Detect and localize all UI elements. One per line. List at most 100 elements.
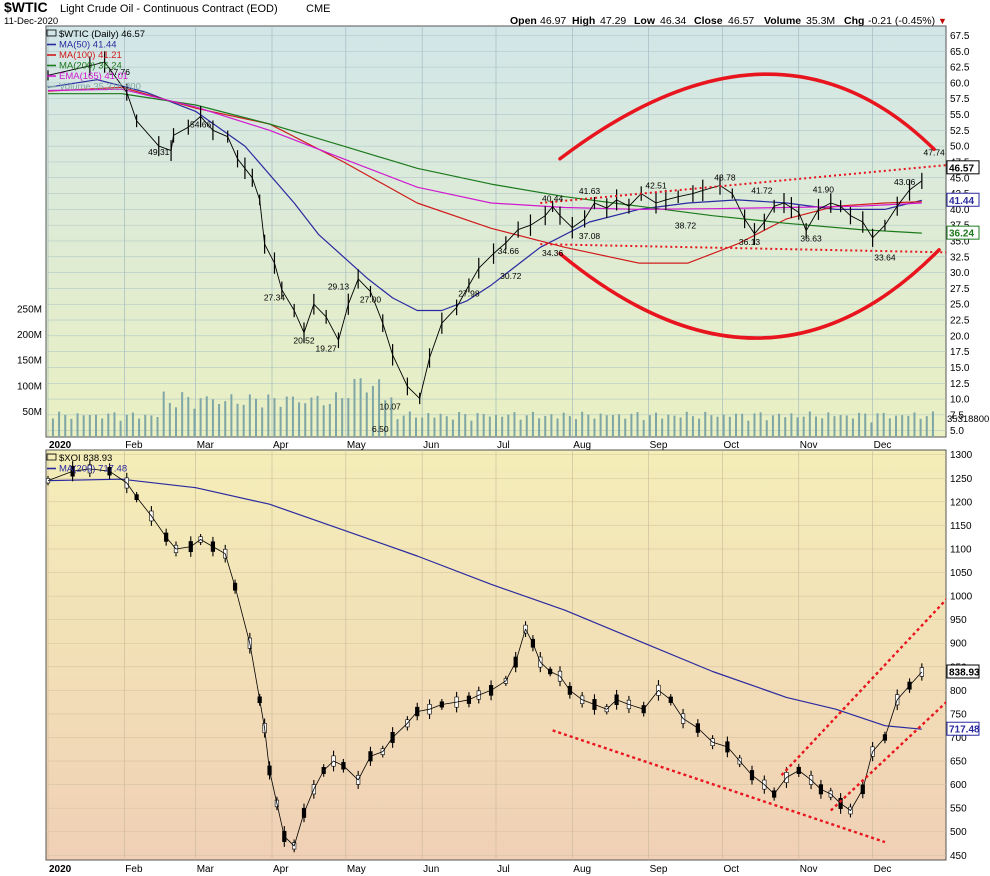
volume-bar <box>556 418 559 437</box>
volume-bar <box>821 418 824 437</box>
price-label: 10.07 <box>380 402 402 412</box>
volume-bar <box>501 416 504 437</box>
volume-bar <box>371 385 374 437</box>
xoi-candle <box>46 477 51 484</box>
bottom-y-tick-label: 750 <box>950 709 967 720</box>
top-legend-swatch <box>46 29 57 37</box>
volume-bar <box>685 411 688 437</box>
price-label: 34.66 <box>498 246 520 256</box>
volume-bar <box>199 398 202 437</box>
xoi-candle <box>919 667 924 677</box>
volume-bar <box>267 394 270 437</box>
last-ma200-tag-text: 36.24 <box>949 229 974 240</box>
top-series <box>47 51 923 405</box>
volume-bar <box>599 413 602 437</box>
price-label: 37.08 <box>579 231 601 241</box>
bottom-x-tick-label: Sep <box>650 864 668 875</box>
top-y-tick-label: 52.5 <box>950 126 970 137</box>
volume-bar <box>433 417 436 437</box>
top-y-tick-label: 22.5 <box>950 316 970 327</box>
volume-tick-label: 200M <box>17 330 42 341</box>
volume-bar <box>661 418 664 437</box>
price-label: 47.74 <box>924 147 946 157</box>
volume-bar <box>624 418 627 437</box>
price-label: 54.66 <box>190 119 212 129</box>
volume-bar <box>51 418 54 437</box>
bottom-legend-entry: $XOI 838.93 <box>59 453 112 464</box>
xoi-last-ma200-tag-box <box>946 721 980 736</box>
price-label: 36.63 <box>800 234 822 244</box>
volume-bar <box>322 405 325 437</box>
volume-bar <box>248 394 251 437</box>
low-label: Low <box>634 15 656 27</box>
volume-bar <box>642 420 645 437</box>
volume-bar <box>808 411 811 437</box>
volume-bar <box>181 392 184 437</box>
bottom-gridlines <box>46 450 946 860</box>
volume-bar <box>396 419 399 437</box>
xoi-last-price-tag-box <box>946 664 980 679</box>
bottom-y-tick-label: 500 <box>950 827 967 838</box>
line-xoi-price <box>47 468 923 847</box>
volume-value: 35.3M <box>806 15 835 27</box>
volume-bar <box>335 392 337 437</box>
volume-bar <box>544 415 547 437</box>
bottom-legend-swatch <box>46 453 57 461</box>
volume-bar <box>833 416 836 437</box>
top-y-tick-label: 25.0 <box>950 300 970 311</box>
volume-bar <box>673 415 676 437</box>
volume-bar <box>279 406 282 437</box>
volume-bar <box>531 411 534 437</box>
volume-bar <box>255 398 257 437</box>
volume-bar <box>587 414 590 437</box>
volume-bar <box>304 403 307 437</box>
bottom-y-tick-label: 700 <box>950 733 967 744</box>
open-value: 46.97 <box>540 15 566 27</box>
price-label: 30.72 <box>500 271 522 281</box>
top-x-tick-label: Sep <box>650 440 668 451</box>
volume-bar <box>211 399 214 437</box>
volume-bar <box>698 418 701 437</box>
volume-bar <box>242 404 245 437</box>
bottom-x-tick-label: Dec <box>874 864 892 875</box>
top-annotations <box>540 72 946 340</box>
volume-tick-label: 100M <box>17 381 42 392</box>
xoi-last-price-tag: 838.93 <box>946 664 980 679</box>
volume-bar <box>488 416 491 437</box>
volume-bar <box>445 416 448 437</box>
top-x-tick-label: Oct <box>723 440 739 451</box>
volume-bar <box>119 420 122 437</box>
volume-bar <box>796 417 799 437</box>
volume-bar <box>913 412 916 437</box>
last-ma50-tag: 41.44 <box>946 192 980 207</box>
line-ma200 <box>48 93 922 234</box>
last-volume-tag: 35318800 <box>947 414 989 425</box>
volume-bar <box>402 415 405 437</box>
volume-bar <box>882 412 885 437</box>
top-y-tick-label: 12.5 <box>950 379 970 390</box>
chg-value: -0.21 (-0.45%) <box>868 15 935 27</box>
volume-bar <box>193 408 196 437</box>
volume-bar <box>95 414 97 437</box>
xoi-last-ma200-tag-text: 717.48 <box>949 725 980 736</box>
top-y-tick-label: 55.0 <box>950 110 970 121</box>
volume-bar <box>507 414 510 437</box>
bottom-x-tick-label: Feb <box>125 864 143 875</box>
volume-bar <box>648 415 651 437</box>
volume-bar <box>593 418 596 437</box>
top-x-tick-label: Mar <box>197 440 215 451</box>
exchange: CME <box>306 3 330 15</box>
volume-bar <box>839 415 842 437</box>
volume-bar <box>415 417 417 437</box>
bottom-x-tick-label: 2020 <box>49 864 72 875</box>
volume-tick-label: 50M <box>23 407 42 418</box>
top-x-tick-label: Apr <box>273 440 289 451</box>
bottom-y-tick-label: 900 <box>950 639 967 650</box>
volume-bar <box>205 396 208 437</box>
last-ma200-tag: 36.24 <box>946 225 980 240</box>
bottom-y-tick-label: 950 <box>950 615 967 626</box>
high-label: High <box>572 15 595 27</box>
high-value: 47.29 <box>600 15 626 27</box>
top-x-tick-label: 2020 <box>49 440 72 451</box>
bottom-x-tick-label: Jul <box>497 864 510 875</box>
